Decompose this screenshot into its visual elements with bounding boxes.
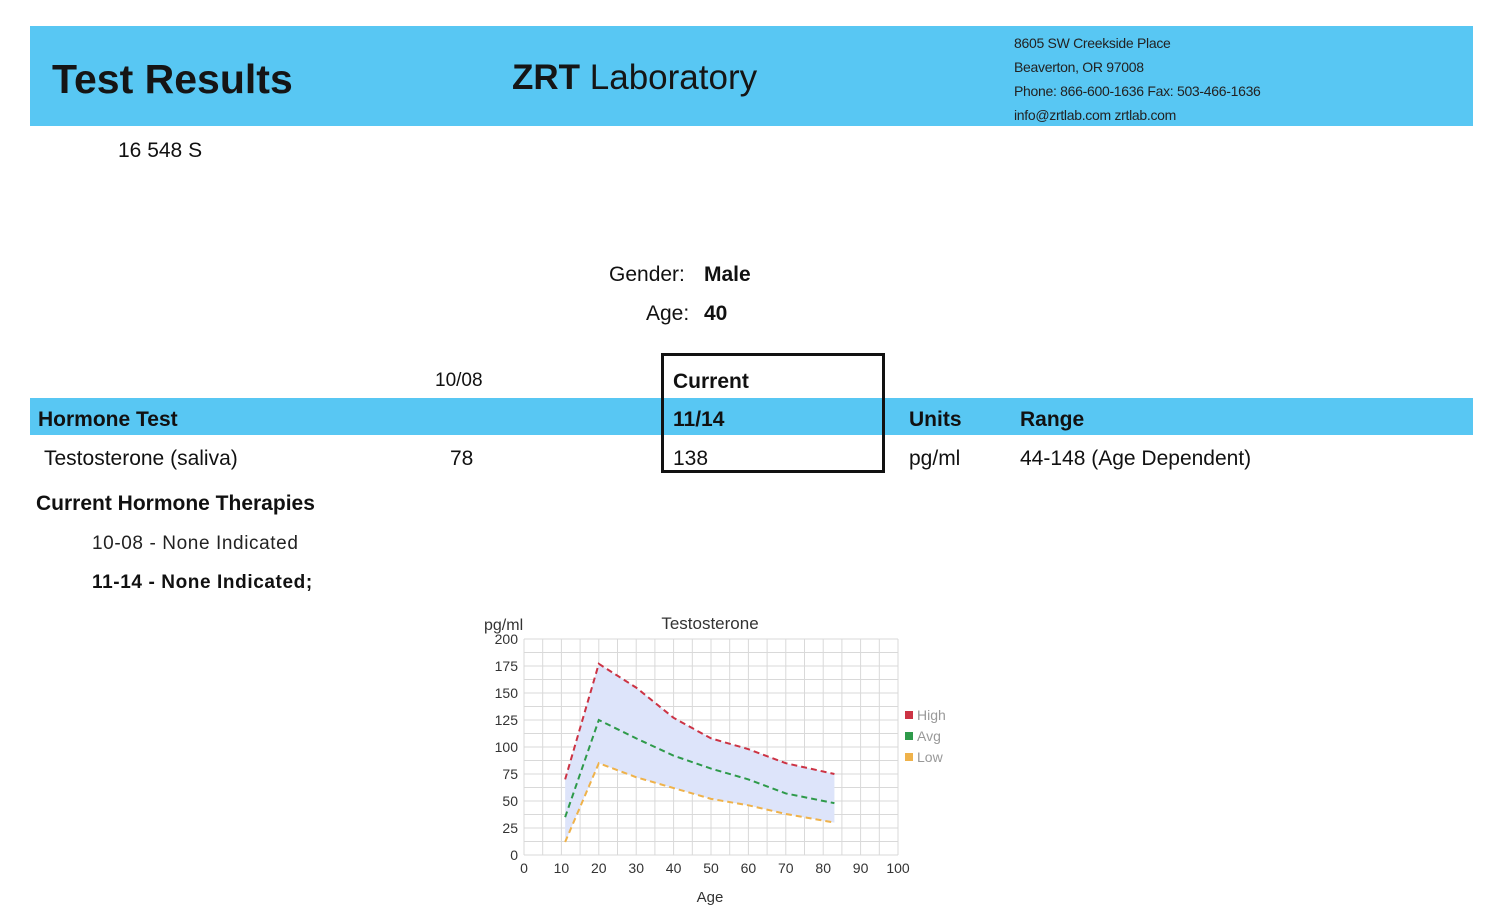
range-band-fill: [565, 663, 835, 843]
header-band: [30, 26, 1473, 126]
x-tick-label: 60: [741, 860, 757, 876]
current-label: Current: [673, 370, 749, 393]
y-tick-label: 0: [510, 847, 518, 863]
gender-value: Male: [704, 263, 751, 286]
series-line-avg: [564, 718, 835, 818]
series-line-low: [564, 761, 835, 843]
col-header-range: Range: [1020, 408, 1085, 431]
previous-date: 10/08: [435, 370, 483, 391]
y-tick-label: 150: [495, 685, 519, 701]
x-axis-label: Age: [697, 889, 724, 906]
col-header-current-date: 11/14: [673, 408, 725, 431]
chart-legend: High Avg Low: [905, 707, 946, 765]
row-previous-value: 78: [450, 447, 474, 470]
legend-label-high: High: [917, 707, 946, 723]
therapy-date: 11-14: [92, 572, 143, 593]
current-column-highlight-box: [661, 353, 885, 473]
row-units: pg/ml: [909, 447, 961, 470]
y-tick-label: 125: [495, 712, 519, 728]
x-tick-label: 0: [520, 860, 528, 876]
y-tick-label: 25: [502, 820, 518, 836]
lab-name-rest: Laboratory: [580, 58, 758, 97]
lab-name: ZRT Laboratory: [512, 58, 757, 98]
series-line-high: [564, 662, 835, 780]
chart-title: Testosterone: [661, 614, 758, 633]
therapy-item: 11-14 - None Indicated;: [92, 572, 313, 594]
phone-fax-line: Phone: 866-600-1636 Fax: 503-466-1636: [1014, 83, 1261, 99]
legend-label-low: Low: [917, 749, 944, 765]
therapy-item: 10-08 - None Indicated: [92, 533, 299, 555]
legend-swatch-low: [905, 753, 913, 761]
lab-name-bold: ZRT: [512, 58, 581, 97]
address-line: Beaverton, OR 97008: [1014, 59, 1144, 75]
age-label: Age:: [646, 302, 690, 325]
x-tick-label: 50: [703, 860, 719, 876]
y-tick-label: 50: [502, 793, 518, 809]
table-header-band: [30, 398, 1473, 435]
testosterone-chart: Testosterone pg/ml Age 0 10 20 30 40 50 60 70 80…: [484, 614, 946, 906]
x-tick-label: 80: [815, 860, 831, 876]
x-tick-label: 10: [554, 860, 570, 876]
y-axis-label: pg/ml: [484, 617, 523, 634]
therapies-heading: Current Hormone Therapies: [36, 492, 315, 515]
therapy-text: - None Indicated: [149, 533, 299, 554]
y-tick-label: 175: [495, 658, 519, 674]
row-range: 44-148 (Age Dependent): [1020, 447, 1252, 470]
legend-swatch-high: [905, 711, 913, 719]
therapy-text: - None Indicated;: [148, 572, 313, 593]
range-band: [565, 663, 835, 843]
age-value: 40: [704, 302, 728, 325]
row-current-value: 138: [673, 447, 709, 470]
x-tick-label: 90: [853, 860, 869, 876]
address-line: 8605 SW Creekside Place: [1014, 35, 1171, 51]
x-tick-label: 20: [591, 860, 607, 876]
chart-series: [564, 662, 835, 843]
x-tick-label: 100: [886, 860, 910, 876]
therapy-date: 10-08: [92, 533, 144, 554]
y-tick-label: 200: [495, 631, 519, 647]
gender-label: Gender:: [609, 263, 685, 286]
legend-label-avg: Avg: [917, 728, 941, 744]
y-tick-label: 100: [495, 739, 519, 755]
page-title: Test Results: [52, 56, 293, 102]
legend-swatch-avg: [905, 732, 913, 740]
x-tick-label: 30: [628, 860, 644, 876]
row-test-name: Testosterone (saliva): [44, 447, 238, 470]
col-header-hormone-test: Hormone Test: [38, 408, 178, 431]
chart-ticks: 0 10 20 30 40 50 60 70 80 90 100 0 25 50 75 100 125 150 17…: [495, 631, 910, 876]
col-header-units: Units: [909, 408, 962, 431]
email-web-line: info@zrtlab.com zrtlab.com: [1014, 107, 1177, 123]
x-tick-label: 70: [778, 860, 794, 876]
x-tick-label: 40: [666, 860, 682, 876]
patient-id: 16 548 S: [118, 139, 203, 162]
y-tick-label: 75: [502, 766, 518, 782]
